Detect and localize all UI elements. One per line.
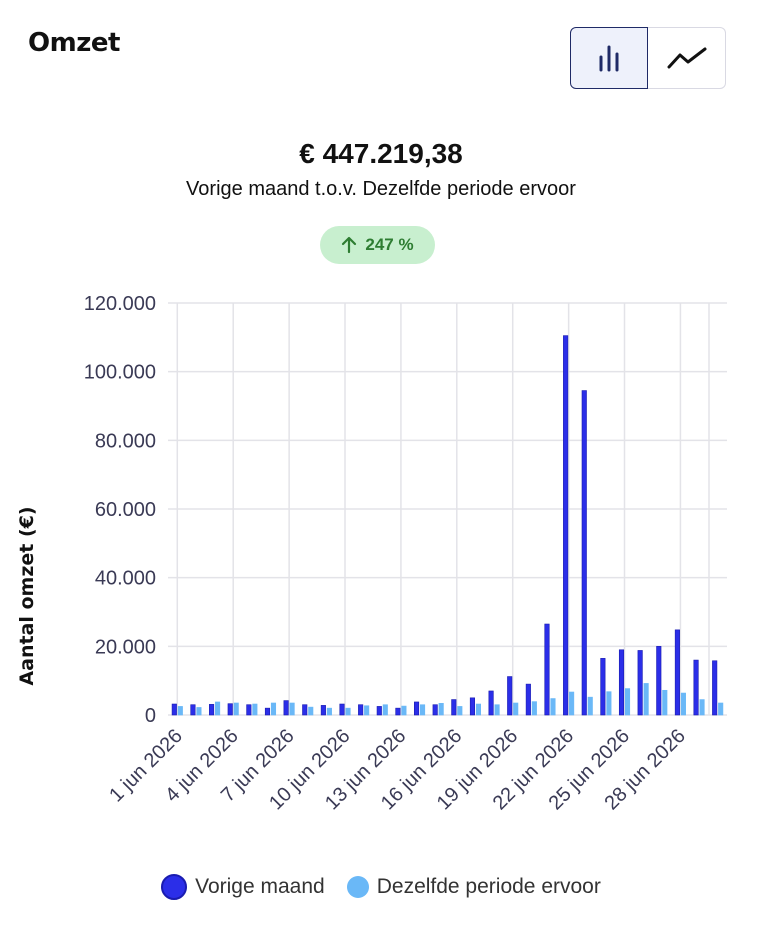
bar-previous — [569, 691, 575, 716]
bar-current — [395, 707, 401, 716]
bar-previous — [345, 707, 351, 716]
bar-current — [190, 704, 196, 716]
bar-previous — [401, 705, 407, 716]
period-current: Vorige maand — [186, 178, 310, 200]
y-tick-label: 0 — [145, 705, 156, 727]
arrow-up-icon — [342, 236, 357, 254]
legend-item-current[interactable]: Vorige maand — [161, 874, 325, 900]
bar-current — [600, 658, 606, 716]
bar-current — [264, 707, 271, 716]
bar-previous — [419, 704, 426, 716]
y-axis-label: Aantal omzet (€) — [16, 506, 38, 685]
bar-current — [674, 629, 680, 716]
bar-previous — [699, 699, 705, 716]
bar-current — [171, 703, 177, 716]
bar-previous — [457, 706, 463, 716]
bar-current — [302, 704, 308, 716]
bar-previous — [326, 707, 332, 716]
bar-current — [693, 659, 699, 716]
chart-type-toggle — [570, 27, 726, 89]
bar-current — [358, 704, 364, 716]
legend-label-previous: Dezelfde periode ervoor — [376, 875, 601, 898]
bar-previous — [233, 702, 239, 716]
legend-swatch-previous — [346, 876, 369, 898]
bar-current — [507, 676, 513, 716]
bar-previous — [215, 701, 221, 716]
y-tick-label: 120.000 — [84, 293, 156, 315]
bar-previous — [252, 703, 258, 716]
y-tick-label: 80.000 — [95, 430, 156, 452]
bar-current — [339, 703, 345, 716]
bar-current — [376, 706, 382, 716]
bar-previous — [624, 688, 631, 716]
bar-previous — [364, 705, 370, 716]
bar-previous — [308, 706, 314, 716]
bar-current — [544, 623, 550, 716]
legend-swatch-current — [161, 874, 188, 900]
line-chart-icon — [667, 47, 706, 69]
line-chart-button[interactable] — [648, 27, 726, 89]
bar-current — [525, 683, 531, 716]
total-revenue: € 447.219,38 — [299, 138, 463, 169]
bar-current — [451, 699, 457, 716]
y-tick-label: 20.000 — [95, 636, 156, 658]
bar-current — [563, 335, 569, 716]
bar-previous — [550, 698, 556, 716]
bar-current — [432, 704, 438, 716]
comparison-text: Vorige maand t.o.v. Dezelfde periode erv… — [0, 178, 762, 201]
bar-previous — [382, 704, 388, 716]
y-tick-label: 40.000 — [95, 568, 156, 590]
legend-item-previous[interactable]: Dezelfde periode ervoor — [346, 874, 601, 900]
bar-current — [283, 700, 289, 716]
bar-current — [618, 649, 625, 716]
legend-label-current: Vorige maand — [195, 875, 325, 898]
bars — [171, 335, 724, 716]
bar-current — [413, 701, 420, 716]
y-tick-label: 60.000 — [95, 499, 156, 521]
y-axis-ticks: 0 20.000 40.000 60.000 80.000 100.000 120.000 — [84, 293, 156, 727]
y-tick-label: 100.000 — [84, 362, 156, 384]
bar-current — [656, 646, 662, 716]
chart-legend: Vorige maand Dezelfde periode ervoor — [0, 874, 762, 900]
bar-previous — [438, 703, 444, 716]
bar-current — [637, 650, 643, 716]
bar-chart-button[interactable] — [570, 27, 648, 89]
bar-previous — [643, 683, 649, 716]
bar-current — [227, 703, 233, 716]
bar-current — [320, 705, 326, 716]
bar-chart-icon — [599, 45, 619, 72]
bar-previous — [662, 689, 668, 716]
bar-previous — [513, 702, 519, 716]
change-value: 247 % — [365, 235, 414, 254]
bar-current — [712, 660, 718, 716]
grid — [168, 302, 727, 716]
bar-previous — [196, 707, 202, 716]
bar-previous — [680, 692, 686, 716]
bar-current — [488, 690, 494, 716]
bar-previous — [270, 702, 277, 716]
bar-previous — [718, 702, 724, 716]
period-previous: Dezelfde periode ervoor — [362, 178, 576, 200]
bar-previous — [289, 702, 295, 716]
bar-current — [246, 704, 252, 716]
change-badge: 247 % — [320, 226, 435, 264]
period-separator: t.o.v. — [315, 178, 357, 200]
bar-previous — [494, 704, 500, 716]
revenue-bar-chart: 020.00040.00060.00080.000100.000120.000 … — [16, 293, 727, 814]
bar-previous — [531, 701, 537, 716]
bar-previous — [475, 703, 482, 716]
bar-previous — [177, 706, 183, 716]
page-title: Omzet — [28, 28, 120, 58]
bar-current — [209, 704, 215, 716]
bar-previous — [606, 691, 612, 716]
bar-previous — [587, 696, 593, 716]
bar-current — [581, 390, 587, 716]
bar-current — [469, 697, 476, 716]
